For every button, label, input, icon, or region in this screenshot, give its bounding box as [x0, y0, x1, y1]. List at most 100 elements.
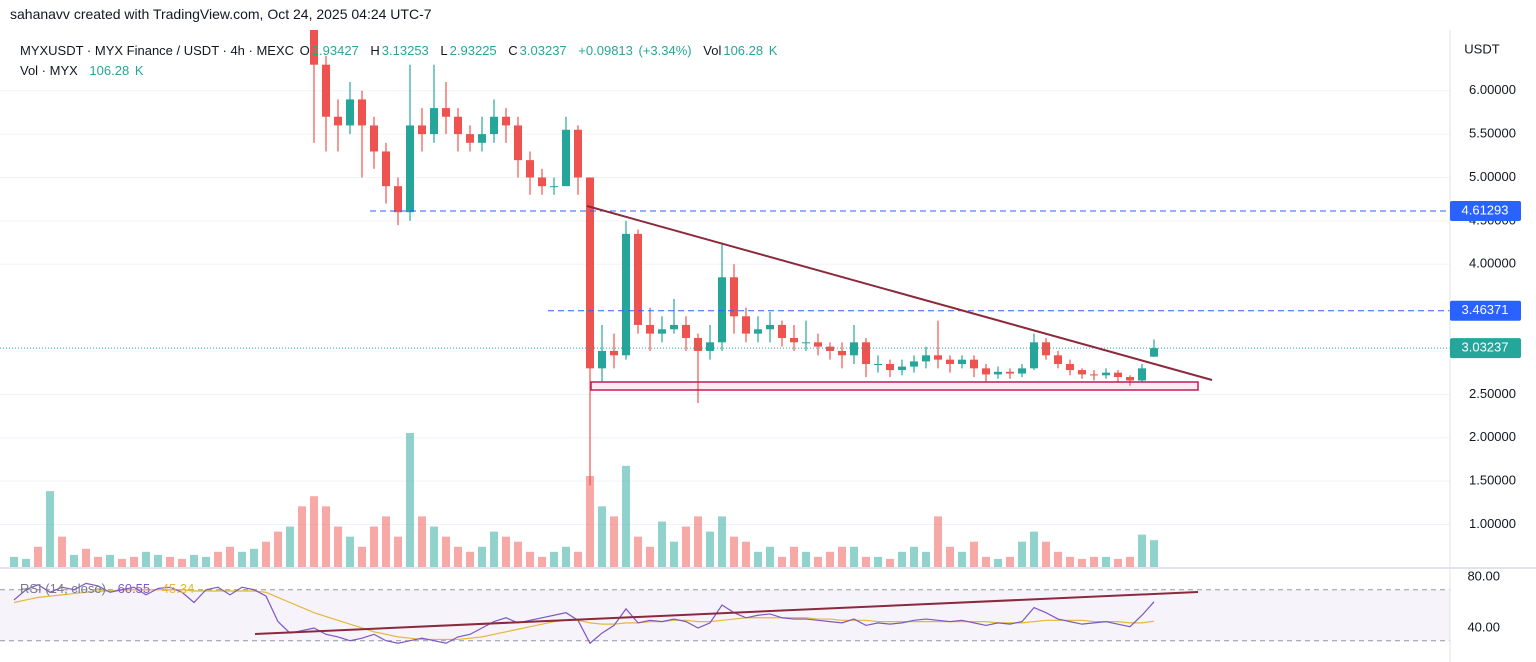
volume-bar	[718, 516, 726, 567]
price-axis: 1.000001.500002.000002.500003.000004.000…	[1450, 82, 1521, 634]
volume-bar	[1114, 558, 1122, 567]
volume-bar	[22, 558, 30, 567]
candle-body	[178, 0, 186, 4]
volume-bar	[382, 516, 390, 567]
candle-body	[1054, 355, 1062, 364]
price-pane	[0, 0, 1450, 567]
volume-bar	[286, 526, 294, 567]
candle-body	[562, 129, 570, 187]
candle-body	[1066, 363, 1074, 371]
volume-bar	[826, 551, 834, 567]
candle-body	[970, 359, 978, 369]
ohlc-key: L	[440, 43, 448, 58]
rsi-title: RSI (14, close)	[20, 581, 106, 596]
trend-line	[586, 205, 1213, 381]
candle-body	[502, 116, 510, 126]
candle-body	[958, 359, 966, 364]
candle-body	[898, 366, 906, 371]
price-label-box	[1450, 201, 1521, 222]
volume-bar	[1150, 540, 1158, 567]
candle-body	[850, 342, 858, 356]
volume-bar	[862, 556, 870, 567]
candle-body	[418, 125, 426, 135]
y-tick-label: 1.50000	[1469, 473, 1516, 488]
candle-body	[310, 30, 318, 65]
candle-body	[1126, 377, 1134, 381]
volume-bar	[946, 546, 954, 567]
volume-bar	[238, 551, 246, 567]
volume-bar	[1078, 558, 1086, 567]
ohlc-key: O	[299, 43, 310, 58]
rsi-ma-value: 45.34	[161, 581, 195, 596]
vol-unit: K	[134, 63, 144, 78]
candle-body	[1018, 368, 1026, 374]
price-label: 4.61293	[1462, 202, 1509, 217]
y-tick-label: 2.50000	[1469, 386, 1516, 401]
volume-bar	[454, 546, 462, 567]
volume-bar	[1090, 556, 1098, 567]
candle-body	[490, 116, 498, 135]
candle-body	[514, 125, 522, 161]
candle-body	[634, 233, 642, 325]
volume-bar	[922, 551, 930, 567]
rsi-pane	[0, 582, 1450, 645]
candle-body	[826, 346, 834, 351]
volume-bar	[934, 516, 942, 567]
y-tick-label: 5.50000	[1469, 126, 1516, 141]
candle-body	[742, 316, 750, 334]
volume-bar	[958, 551, 966, 567]
volume-bar	[886, 558, 894, 567]
volume-bar	[10, 556, 18, 567]
rsi-value: 60.55	[117, 581, 151, 596]
volume-bar	[802, 551, 810, 567]
volume-bar	[910, 546, 918, 567]
volume-bar	[418, 516, 426, 567]
candle-body	[1114, 372, 1122, 378]
candle-body	[454, 116, 462, 135]
candle-body	[598, 350, 606, 369]
volume-bar	[838, 546, 846, 567]
candle-body	[718, 277, 726, 343]
volume-bar	[1066, 556, 1074, 567]
candle-body	[478, 134, 486, 143]
candle-body	[874, 363, 882, 365]
volume-bar	[1030, 531, 1038, 567]
volume-bar	[190, 554, 198, 567]
rsi-band	[0, 589, 1450, 641]
volume-bar	[658, 521, 666, 567]
volume-bar	[1054, 551, 1062, 567]
vol-key: Vol	[703, 43, 722, 58]
candle-body	[910, 361, 918, 367]
candle-body	[286, 0, 294, 4]
volume-bar	[874, 556, 882, 567]
vol-unit: K	[768, 43, 778, 58]
vol-value: 106.28	[723, 43, 764, 58]
candle-body	[346, 99, 354, 126]
candle-body	[1078, 370, 1086, 375]
volume-bar	[550, 551, 558, 567]
candle-body	[670, 324, 678, 330]
vol-value: 106.28	[89, 63, 130, 78]
volume-bar	[1018, 541, 1026, 567]
symbol: MYXUSDT · MYX Finance / USDT · 4h · MEXC	[20, 43, 295, 58]
candle-body	[802, 342, 810, 344]
volume-bar	[442, 536, 450, 567]
volume-bar	[502, 536, 510, 567]
candle-body	[322, 64, 330, 117]
volume-bar	[574, 551, 582, 567]
volume-bar	[778, 556, 786, 567]
volume-bar	[682, 526, 690, 567]
volume-bar	[526, 551, 534, 567]
candle-body	[1030, 342, 1038, 369]
ohlc-value: 3.13253	[381, 43, 429, 58]
ohlc-value: 3.03237	[519, 43, 567, 58]
price-label-box	[1450, 300, 1521, 321]
axis-unit: USDT	[1464, 41, 1499, 56]
candle-body	[1102, 372, 1110, 376]
y-tick-label: 2.00000	[1469, 429, 1516, 444]
volume-bar	[214, 551, 222, 567]
volume-bar	[562, 546, 570, 567]
ohlc-value: 2.93427	[311, 43, 359, 58]
volume-bar	[58, 536, 66, 567]
